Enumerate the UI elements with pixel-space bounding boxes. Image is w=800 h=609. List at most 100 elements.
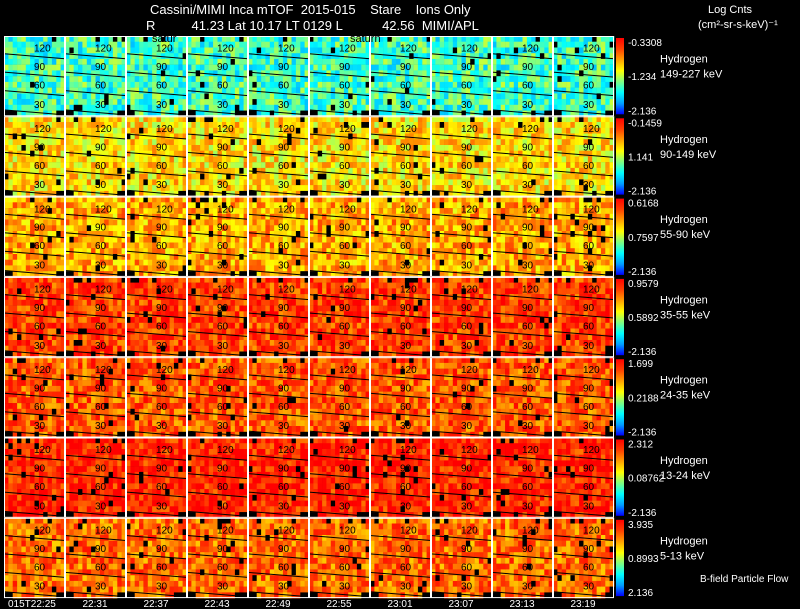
units-expression: (cm²-sr-s-keV)⁻¹ bbox=[698, 19, 778, 31]
contour-label: 60 bbox=[217, 562, 229, 573]
contour-label: 120 bbox=[156, 285, 173, 296]
contour-label: 120 bbox=[156, 525, 173, 536]
contour-label: 120 bbox=[461, 44, 478, 55]
energy-label: 24-35 keV bbox=[660, 390, 711, 402]
contour-label: 120 bbox=[34, 285, 51, 296]
contour-label: 120 bbox=[583, 445, 600, 456]
contour-label: 120 bbox=[400, 285, 417, 296]
contour-label: 90 bbox=[339, 383, 351, 394]
image-tile bbox=[248, 116, 309, 197]
contour-label: 30 bbox=[400, 501, 412, 512]
contour-label: 30 bbox=[34, 180, 46, 191]
time-label: 23:07 bbox=[448, 599, 473, 609]
contour-label: 60 bbox=[217, 241, 229, 252]
contour-label: 120 bbox=[217, 365, 234, 376]
colorbar-min: -2.136 bbox=[628, 187, 657, 198]
contour-label: 90 bbox=[156, 544, 168, 555]
colorbar-min: -2.136 bbox=[628, 106, 657, 117]
contour-label: 60 bbox=[339, 81, 351, 92]
contour-label: 120 bbox=[278, 204, 295, 215]
contour-label: 90 bbox=[339, 142, 351, 153]
contour-label: 120 bbox=[522, 124, 539, 135]
contour-label: 120 bbox=[156, 365, 173, 376]
energy-panel-6 bbox=[3, 437, 615, 519]
contour-label: 120 bbox=[461, 525, 478, 536]
contour-label: 60 bbox=[95, 562, 107, 573]
contour-label: 90 bbox=[156, 142, 168, 153]
contour-label: 60 bbox=[95, 402, 107, 413]
image-tile bbox=[65, 437, 126, 518]
colorbar-min: -2.136 bbox=[628, 347, 657, 358]
contour-label: 60 bbox=[522, 322, 534, 333]
contour-label: 90 bbox=[95, 223, 107, 234]
contour-label: 120 bbox=[217, 445, 234, 456]
image-tile bbox=[431, 36, 492, 117]
contour-label: 30 bbox=[400, 100, 412, 111]
image-tile bbox=[187, 116, 248, 197]
species-label: Hydrogen bbox=[660, 294, 708, 306]
image-tile bbox=[553, 276, 614, 358]
contour-label: 120 bbox=[339, 204, 356, 215]
contour-label: 60 bbox=[95, 241, 107, 252]
contour-label: 30 bbox=[522, 421, 534, 432]
image-tile bbox=[309, 357, 370, 438]
contour-label: 60 bbox=[400, 562, 412, 573]
energy-label: 55-90 keV bbox=[660, 229, 711, 241]
contour-label: 60 bbox=[400, 482, 412, 493]
contour-label: 120 bbox=[34, 365, 51, 376]
contour-label: 60 bbox=[461, 161, 473, 172]
contour-label: 90 bbox=[156, 62, 168, 73]
image-tile bbox=[126, 36, 187, 117]
image-tile bbox=[370, 357, 431, 438]
contour-label: 30 bbox=[339, 100, 351, 111]
contour-label: 60 bbox=[156, 562, 168, 573]
colorbar-max: -0.1459 bbox=[628, 118, 662, 129]
contour-label: 120 bbox=[400, 44, 417, 55]
contour-label: 90 bbox=[461, 383, 473, 394]
contour-label: 90 bbox=[95, 544, 107, 555]
contour-label: 120 bbox=[339, 44, 356, 55]
contour-label: 30 bbox=[278, 421, 290, 432]
plot-title: Cassini/MIMI Inca mTOF 2015-015 Stare Io… bbox=[150, 2, 471, 17]
contour-label: 120 bbox=[522, 204, 539, 215]
contour-label: 90 bbox=[522, 223, 534, 234]
contour-label: 30 bbox=[339, 421, 351, 432]
energy-panel-5 bbox=[3, 357, 615, 438]
contour-label: 90 bbox=[217, 142, 229, 153]
contour-label: 60 bbox=[522, 402, 534, 413]
contour-label: 60 bbox=[522, 562, 534, 573]
contour-label: 30 bbox=[461, 100, 473, 111]
colorbar-mid: -1.234 bbox=[628, 72, 657, 83]
contour-label: 90 bbox=[156, 303, 168, 314]
contour-label: 90 bbox=[34, 544, 46, 555]
contour-label: 90 bbox=[461, 464, 473, 475]
contour-label: 30 bbox=[278, 260, 290, 271]
contour-label: 30 bbox=[522, 582, 534, 593]
image-tile bbox=[126, 357, 187, 438]
contour-label: 30 bbox=[95, 341, 107, 352]
contour-label: 120 bbox=[583, 44, 600, 55]
image-tile bbox=[248, 276, 309, 358]
contour-label: 120 bbox=[461, 124, 478, 135]
units-label: Log Cnts bbox=[708, 4, 753, 16]
contour-label: 120 bbox=[217, 204, 234, 215]
contour-label: 90 bbox=[400, 223, 412, 234]
contour-label: 60 bbox=[95, 161, 107, 172]
contour-label: 60 bbox=[278, 482, 290, 493]
contour-label: 90 bbox=[278, 62, 290, 73]
contour-label: 30 bbox=[522, 501, 534, 512]
contour-label: 120 bbox=[95, 285, 112, 296]
contour-label: 60 bbox=[461, 81, 473, 92]
species-label: Hydrogen bbox=[660, 375, 708, 387]
contour-label: 120 bbox=[95, 365, 112, 376]
colorbar-1 bbox=[616, 38, 624, 115]
colorbar-mid: 0.2188 bbox=[628, 393, 659, 404]
contour-label: 120 bbox=[400, 124, 417, 135]
contour-label: 90 bbox=[339, 544, 351, 555]
contour-label: 30 bbox=[583, 501, 595, 512]
contour-label: 120 bbox=[339, 124, 356, 135]
time-label: 23:01 bbox=[387, 599, 412, 609]
energy-label: 90-149 keV bbox=[660, 149, 717, 161]
contour-label: 120 bbox=[278, 124, 295, 135]
